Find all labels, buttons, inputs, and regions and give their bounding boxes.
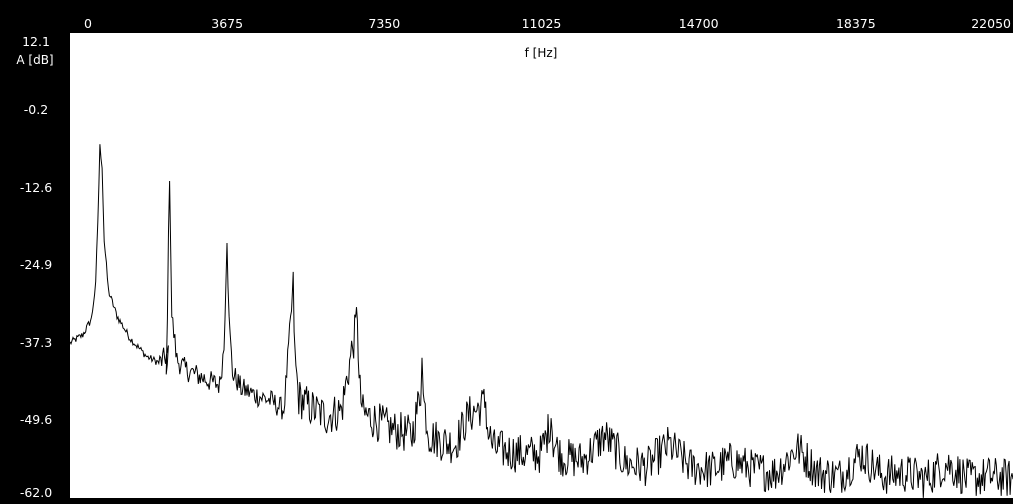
y-tick-label: 12.1	[22, 34, 50, 49]
y-tick-label: -24.9	[20, 257, 52, 272]
x-tick-label: 0	[84, 16, 92, 31]
y-tick-label: -12.6	[20, 180, 52, 195]
x-tick-label: 18375	[836, 16, 876, 31]
x-tick-labels: 0 3675 7350 11025 14700 18375 22050	[84, 16, 1011, 31]
spectrum-line	[69, 144, 1013, 498]
x-tick-label: 7350	[368, 16, 400, 31]
series-layer	[69, 144, 1013, 498]
y-tick-label: -62.0	[20, 485, 52, 500]
y-tick-label: -37.3	[20, 335, 52, 350]
x-tick-label: 11025	[522, 16, 562, 31]
x-tick-label: 3675	[211, 16, 243, 31]
x-tick-label: 22050	[971, 16, 1011, 31]
y-tick-labels: 12.1 -0.2 -12.6 -24.9 -37.3 -49.6 -62.0	[20, 34, 52, 500]
y-tick-label: -0.2	[24, 102, 48, 117]
plot-area	[70, 33, 1013, 498]
y-tick-label: -49.6	[20, 412, 52, 427]
y-axis-title: A [dB]	[16, 53, 53, 67]
x-axis-title: f [Hz]	[525, 46, 558, 60]
x-tick-label: 14700	[679, 16, 719, 31]
